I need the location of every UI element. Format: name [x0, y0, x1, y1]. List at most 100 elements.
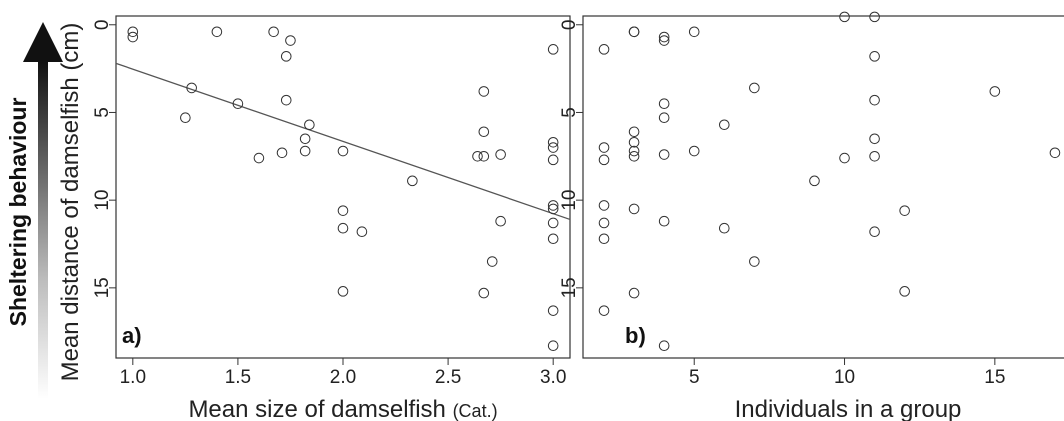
- panel-b-data-point: [869, 51, 880, 62]
- panel-b-y-tick-label: 15: [559, 277, 580, 298]
- panel-a-x-tick-label: 3.0: [540, 367, 566, 388]
- panel-b-data-point: [598, 200, 610, 211]
- panel-a-y-tick-label: 0: [92, 19, 113, 30]
- arrow-shaft: [38, 61, 48, 399]
- panel-b-data-point: [869, 11, 880, 23]
- panel-a-data-point: [478, 151, 490, 162]
- panel-b-data-point: [839, 11, 850, 23]
- panel-b-data-point: [658, 35, 670, 46]
- panel-b-data-point: [628, 26, 640, 38]
- panel-a-data-point: [495, 215, 506, 227]
- panel-a-data-point: [478, 287, 490, 299]
- panel-a-frame: [115, 15, 571, 359]
- panel-a-x-tick-label: 2.5: [435, 367, 461, 388]
- panel-b-data-point: [1049, 147, 1061, 159]
- panel-a-data-point: [547, 142, 559, 153]
- panel-a-data-point: [268, 26, 279, 38]
- panel-a-y-tick-label: 15: [92, 277, 113, 298]
- panel-b-data-point: [899, 205, 910, 216]
- panel-a-data-point: [337, 222, 349, 234]
- panel-b-x-tick-label: 5: [689, 367, 700, 388]
- panel-b-y-tick-label: 10: [559, 190, 580, 211]
- panel-b-data-point: [628, 151, 640, 162]
- panel-b-y-tick-label: 5: [559, 107, 580, 118]
- panel-a-data-point: [253, 152, 265, 164]
- panel-a-data-point: [232, 98, 244, 109]
- panel-b-data-point: [869, 133, 880, 145]
- panel-a: 1.0 1.5 2.0 2.5 3.0 0 5 10 15 a) Mean size of d…: [92, 15, 571, 421]
- panel-b-data-point: [749, 256, 760, 267]
- panel-b-data-point: [598, 44, 610, 55]
- panel-b-x-tick-label: 10: [834, 367, 855, 388]
- panel-a-y-tick-label: 5: [92, 107, 113, 118]
- panel-a-data-point: [547, 233, 559, 245]
- panel-b-data-point: [598, 233, 610, 245]
- panel-b-data-point: [688, 145, 700, 157]
- panel-a-data-point: [304, 119, 315, 131]
- panel-a-data-point: [127, 26, 139, 38]
- panel-b-data-point: [688, 26, 700, 38]
- sheltering-arrow: [23, 22, 63, 399]
- panel-b-data-point: [718, 119, 730, 131]
- panel-a-x-tick-label: 2.0: [330, 367, 356, 388]
- panel-a-data-point: [486, 256, 498, 267]
- panel-b-data-point: [628, 203, 640, 215]
- panel-a-data-point: [299, 133, 311, 145]
- panel-b-label: b): [625, 323, 646, 348]
- panel-a-data-point: [285, 35, 296, 46]
- panel-a-data-point: [127, 31, 139, 43]
- panel-b-data-point: [658, 31, 670, 43]
- panel-a-data-point: [547, 136, 559, 148]
- panel-a-y-tick-label: 10: [92, 190, 113, 211]
- panel-b-data-point: [598, 305, 610, 316]
- panel-a-x-axis-label: Mean size of damselfish (Cat.): [188, 396, 497, 421]
- panel-a-data-point: [547, 340, 559, 352]
- panel-b-data-point: [598, 142, 610, 153]
- panel-a-x-tick-label: 1.5: [225, 367, 251, 388]
- panel-b-data-point: [628, 287, 640, 299]
- panel-a-data-point: [280, 51, 292, 62]
- panel-b-data-point: [658, 149, 670, 160]
- panel-b-data-point: [628, 136, 640, 148]
- panel-b-data-point: [658, 112, 670, 124]
- panel-a-data-point: [547, 154, 559, 166]
- panel-a-data-point: [407, 175, 418, 187]
- panel-b-data-point: [598, 217, 610, 229]
- panel-b-data-point: [598, 154, 610, 166]
- panel-b-data-point: [658, 215, 670, 227]
- panel-b-data-point: [869, 94, 880, 106]
- panel-a-data-point: [337, 286, 349, 297]
- panel-b-data-point: [869, 226, 880, 238]
- panel-a-data-point: [299, 145, 311, 157]
- panel-a-data-point: [280, 94, 292, 106]
- panel-b-data-point: [658, 340, 670, 352]
- panel-b-data-point: [839, 152, 850, 164]
- panel-b-data-point: [989, 86, 1001, 97]
- panel-a-data-point: [495, 149, 506, 160]
- panel-b-y-tick-label: 0: [559, 19, 580, 30]
- panel-b-data-point: [718, 222, 730, 234]
- panel-a-data-point: [211, 26, 223, 38]
- arrow-head: [23, 22, 63, 62]
- panel-a-data-point: [180, 112, 191, 124]
- panel-a-data-point: [547, 305, 559, 316]
- panel-a-data-point: [276, 147, 288, 159]
- panel-a-x-axis-unit: (Cat.): [453, 401, 498, 421]
- y-axis-label: Mean distance of damselfish (cm): [57, 23, 84, 382]
- panel-b-x-tick-label: 15: [984, 367, 1005, 388]
- panel-a-data-point: [547, 203, 559, 215]
- panel-a-data-point: [337, 145, 349, 157]
- panel-a-label: a): [122, 323, 142, 348]
- panel-b-data-point: [899, 286, 910, 297]
- panel-b-data-point: [658, 98, 670, 109]
- panel-a-regression-line: [115, 62, 571, 221]
- sheltering-behaviour-label: Sheltering behaviour: [5, 98, 31, 327]
- panel-b-data-point: [869, 151, 880, 162]
- panel-a-data-point: [472, 151, 483, 162]
- panel-a-data-point: [478, 86, 490, 97]
- panel-a-x-tick-label: 1.0: [120, 367, 146, 388]
- panel-b-data-point: [809, 175, 820, 187]
- panel-b-x-axis-label: Individuals in a group: [735, 396, 962, 421]
- panel-a-data-point: [547, 217, 559, 229]
